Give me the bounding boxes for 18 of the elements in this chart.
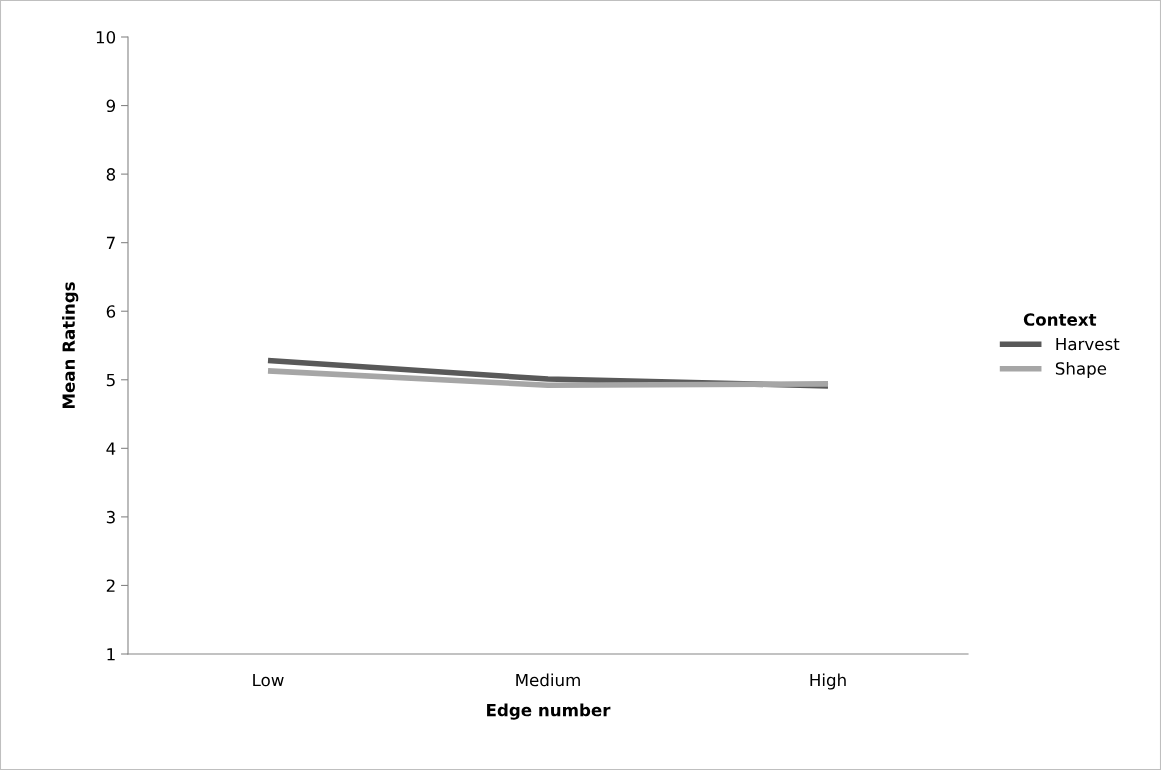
x-tick-label: Low [253,673,284,687]
y-tick-label: 3 [106,510,115,524]
y-tick-label: 6 [106,305,116,318]
y-tick-label: 10 [96,30,116,44]
y-tick-label: 4 [106,442,116,455]
y-tick-label: 2 [106,579,115,592]
y-tick-label: 8 [106,168,116,181]
y-tick-label: 9 [106,99,116,113]
x-tick-label: High [810,673,846,690]
legend-label: Harvest [1056,337,1120,351]
legend-label: Shape [1055,361,1107,379]
legend-title: Context [1023,313,1097,326]
x-axis-title: Edge number [487,703,611,720]
x-tick-label: Medium [516,673,580,687]
y-tick-label: 5 [106,373,115,387]
y-axis-title: Mean Ratings [62,282,79,409]
y-tick-label: 7 [106,236,115,249]
y-tick-label: 1 [107,648,115,661]
